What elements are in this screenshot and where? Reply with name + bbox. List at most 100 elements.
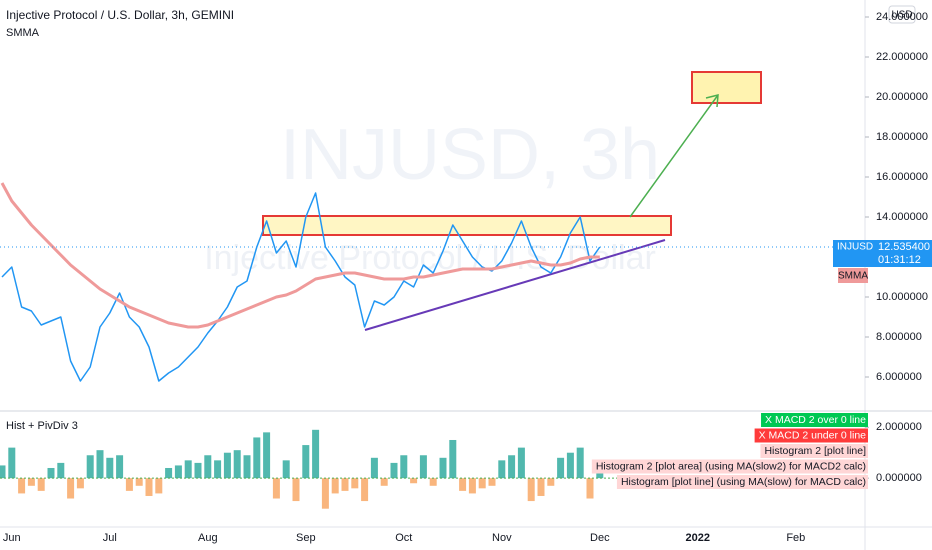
histogram-bar <box>459 478 467 491</box>
x-tick-label: Sep <box>296 532 316 544</box>
histogram-bar <box>537 478 545 496</box>
x-tick-label: Dec <box>590 532 610 544</box>
histogram-bar <box>410 478 418 484</box>
histogram-bar <box>8 447 16 479</box>
countdown: 01:31:12 <box>878 254 921 266</box>
histogram-bar <box>517 447 525 479</box>
histogram-bar <box>468 478 476 494</box>
histogram-bar <box>586 478 594 499</box>
y-tick-label: 18.000000 <box>876 131 928 143</box>
histogram-bar <box>488 478 496 486</box>
y-tick-label: 16.000000 <box>876 171 928 183</box>
legend-label: X MACD 2 under 0 line <box>759 429 867 441</box>
pane-title: Hist + PivDiv 3 <box>6 420 78 432</box>
histogram-bar <box>76 478 84 489</box>
histogram-bar <box>116 455 124 479</box>
histogram-bar <box>439 457 447 479</box>
currency-badge[interactable] <box>888 5 916 24</box>
histogram-bar <box>341 478 349 491</box>
histogram-bar <box>204 455 212 479</box>
resistance-box <box>262 215 672 236</box>
histogram-bar <box>184 460 192 479</box>
x-tick-label: Aug <box>198 532 218 544</box>
histogram-bar <box>576 447 584 479</box>
last-price: 12.535400 <box>878 241 930 253</box>
x-tick-label: Jun <box>3 532 21 544</box>
histogram-bar <box>57 462 65 479</box>
histogram-bar <box>18 478 26 494</box>
trend-line <box>364 239 666 331</box>
histogram-bar <box>566 452 574 479</box>
histogram-bar <box>47 467 55 479</box>
histogram-bar <box>312 429 320 479</box>
histogram-bar <box>233 450 241 479</box>
histogram-bar <box>145 478 153 496</box>
histogram-bar <box>174 465 182 479</box>
legend-swatch <box>761 413 868 427</box>
target-box <box>691 71 762 104</box>
x-tick-label: 2022 <box>686 532 710 544</box>
histogram-bar <box>429 478 437 486</box>
histogram-bar <box>361 478 369 502</box>
histogram-bar <box>292 478 300 502</box>
smma-tag-label: SMMA <box>838 271 868 282</box>
price-line <box>1 192 601 382</box>
histogram-bar <box>27 478 35 486</box>
x-tick-label: Feb <box>786 532 805 544</box>
watermark: INJUSD, 3h <box>280 115 660 195</box>
y-tick-label: 22.000000 <box>876 51 928 63</box>
price-line <box>0 182 600 329</box>
histogram-bar <box>243 455 251 479</box>
histogram-bar <box>263 432 271 479</box>
x-tick-label: Oct <box>395 532 412 544</box>
histogram-bar <box>547 478 555 486</box>
legend-swatch <box>760 444 868 458</box>
chart-title: Injective Protocol / U.S. Dollar, 3h, GE… <box>6 8 234 22</box>
histogram-bar <box>351 478 359 489</box>
histogram-bar <box>223 452 231 479</box>
indicator-name: SMMA <box>6 27 40 39</box>
histogram-bar <box>194 462 202 479</box>
histogram-bar <box>67 478 75 499</box>
histogram-bar <box>37 478 45 491</box>
y-tick-label: 24.000000 <box>876 11 928 23</box>
price-tag <box>833 240 932 267</box>
y-tick-label: 8.000000 <box>876 331 922 343</box>
histogram-bar <box>253 437 261 479</box>
histogram-bar <box>390 462 398 479</box>
histogram-bar <box>0 465 6 479</box>
histogram-bar <box>478 478 486 489</box>
y-tick-label: 6.000000 <box>876 371 922 383</box>
histogram-bar <box>135 478 143 486</box>
histogram-bar <box>527 478 535 502</box>
legend-swatch <box>591 459 868 474</box>
x-tick-label: Jul <box>103 532 117 544</box>
smma-tag <box>838 268 868 283</box>
histogram-bar <box>272 478 280 499</box>
histogram-bar <box>321 478 329 509</box>
legend-swatch <box>616 475 868 489</box>
histogram-bar <box>380 478 388 486</box>
histogram-bar <box>508 455 516 479</box>
histogram-bar <box>331 478 339 494</box>
y-tick-label: 20.000000 <box>876 91 928 103</box>
x-tick-label: Nov <box>492 532 512 544</box>
legend-label: Histogram [plot line] (using MA(slow) fo… <box>621 476 866 488</box>
histogram-bar <box>106 457 114 479</box>
legend-label: Histogram 2 [plot area] (using MA(slow2)… <box>596 460 866 472</box>
histogram-bar <box>498 460 506 479</box>
histogram-bar <box>165 467 173 479</box>
legend-label: X MACD 2 over 0 line <box>765 414 866 426</box>
histogram-bar <box>96 450 104 479</box>
currency[interactable]: USD <box>891 10 912 21</box>
histogram-bar <box>86 455 94 479</box>
arrow-head <box>705 94 719 108</box>
y-tick-label: 0.000000 <box>876 472 922 484</box>
series-tag: INJUSD <box>837 242 873 253</box>
histogram-bar <box>370 457 378 479</box>
legend-swatch <box>754 428 868 443</box>
histogram-bar <box>302 445 310 479</box>
legend-label: Histogram 2 [plot line] <box>764 445 866 457</box>
